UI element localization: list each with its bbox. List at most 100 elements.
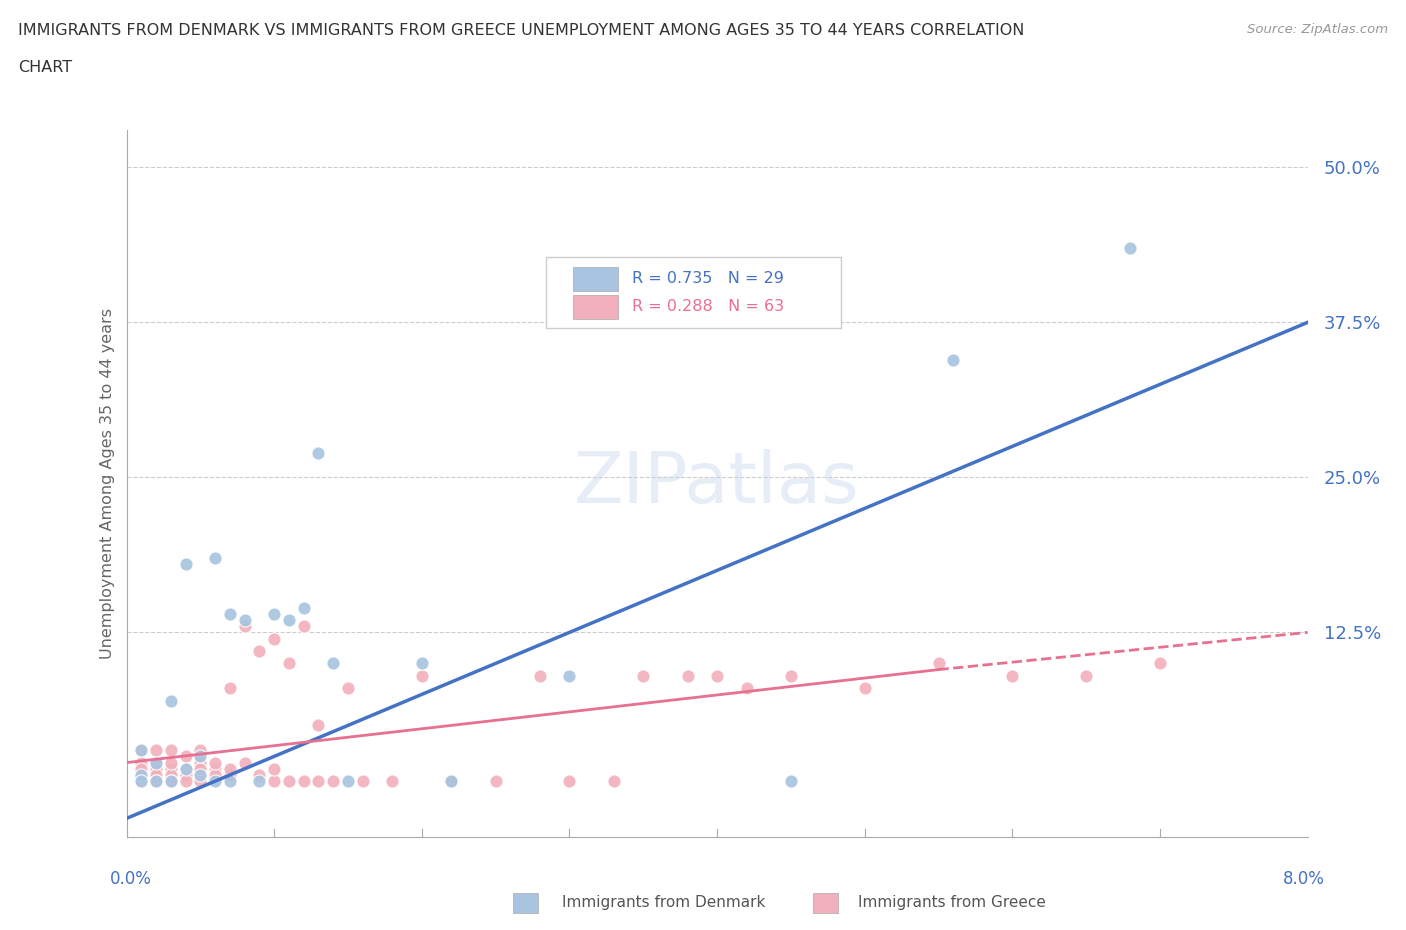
Point: [160, 693, 183, 708]
Point: [174, 762, 197, 777]
Point: [204, 767, 226, 782]
Point: [307, 774, 329, 789]
Point: [337, 774, 360, 789]
Point: [278, 656, 301, 671]
Text: CHART: CHART: [18, 60, 72, 75]
Text: Immigrants from Denmark: Immigrants from Denmark: [562, 895, 766, 910]
Point: [1001, 669, 1024, 684]
Point: [204, 551, 226, 565]
Point: [129, 774, 153, 789]
Point: [129, 767, 153, 782]
Point: [263, 762, 285, 777]
Text: R = 0.735   N = 29: R = 0.735 N = 29: [633, 272, 785, 286]
Point: [145, 743, 167, 758]
Point: [440, 774, 463, 789]
Point: [129, 767, 153, 782]
Text: 8.0%: 8.0%: [1282, 870, 1324, 888]
Bar: [574, 267, 617, 291]
Point: [278, 774, 301, 789]
Point: [292, 618, 315, 633]
Point: [129, 743, 153, 758]
Point: [233, 755, 256, 770]
Point: [1119, 241, 1142, 256]
Point: [484, 774, 508, 789]
Point: [160, 762, 183, 777]
Point: [603, 774, 626, 789]
Text: IMMIGRANTS FROM DENMARK VS IMMIGRANTS FROM GREECE UNEMPLOYMENT AMONG AGES 35 TO : IMMIGRANTS FROM DENMARK VS IMMIGRANTS FR…: [18, 23, 1025, 38]
Point: [204, 755, 226, 770]
Point: [188, 767, 211, 782]
Point: [129, 743, 153, 758]
Text: Immigrants from Greece: Immigrants from Greece: [858, 895, 1046, 910]
Point: [145, 767, 167, 782]
Point: [160, 774, 183, 789]
Point: [307, 445, 329, 460]
Point: [322, 774, 344, 789]
Point: [160, 774, 183, 789]
Point: [558, 669, 581, 684]
Point: [188, 749, 211, 764]
Point: [440, 774, 463, 789]
Point: [352, 774, 374, 789]
Point: [219, 767, 242, 782]
Point: [558, 774, 581, 789]
Point: [735, 681, 758, 696]
Point: [247, 644, 270, 658]
Point: [853, 681, 876, 696]
Point: [307, 718, 329, 733]
Point: [145, 755, 167, 770]
Point: [129, 762, 153, 777]
Point: [411, 656, 433, 671]
Point: [633, 669, 655, 684]
Point: [942, 352, 965, 367]
Point: [233, 618, 256, 633]
Point: [233, 613, 256, 628]
Point: [174, 557, 197, 572]
Point: [219, 774, 242, 789]
Point: [411, 669, 433, 684]
Point: [219, 762, 242, 777]
Point: [145, 774, 167, 789]
Point: [145, 762, 167, 777]
Y-axis label: Unemployment Among Ages 35 to 44 years: Unemployment Among Ages 35 to 44 years: [100, 308, 115, 659]
Point: [204, 762, 226, 777]
Point: [247, 774, 270, 789]
Point: [779, 774, 801, 789]
Text: 0.0%: 0.0%: [110, 870, 152, 888]
Point: [174, 749, 197, 764]
Text: R = 0.288   N = 63: R = 0.288 N = 63: [633, 299, 785, 314]
Point: [174, 767, 197, 782]
Point: [928, 656, 950, 671]
Point: [174, 774, 197, 789]
Point: [188, 767, 211, 782]
Point: [188, 774, 211, 789]
Point: [160, 743, 183, 758]
Text: Source: ZipAtlas.com: Source: ZipAtlas.com: [1247, 23, 1388, 36]
Point: [219, 681, 242, 696]
Point: [129, 755, 153, 770]
Point: [188, 762, 211, 777]
Text: ZIPatlas: ZIPatlas: [574, 449, 860, 518]
Point: [263, 631, 285, 646]
Point: [1149, 656, 1171, 671]
Point: [1076, 669, 1098, 684]
Point: [129, 774, 153, 789]
Point: [292, 600, 315, 615]
Point: [145, 774, 167, 789]
Point: [278, 613, 301, 628]
Point: [529, 669, 551, 684]
FancyBboxPatch shape: [546, 258, 841, 328]
Point: [160, 755, 183, 770]
Point: [676, 669, 699, 684]
Point: [263, 606, 285, 621]
Point: [174, 762, 197, 777]
Point: [706, 669, 728, 684]
Point: [145, 755, 167, 770]
Point: [337, 681, 360, 696]
Point: [292, 774, 315, 789]
Point: [188, 743, 211, 758]
Point: [219, 606, 242, 621]
Point: [263, 774, 285, 789]
Point: [160, 767, 183, 782]
Bar: [574, 295, 617, 319]
